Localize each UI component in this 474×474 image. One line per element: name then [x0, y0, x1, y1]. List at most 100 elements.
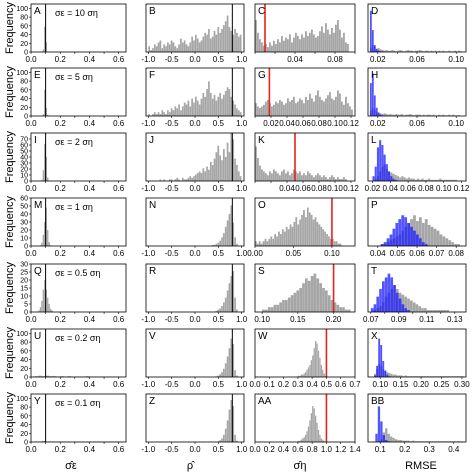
panel-frame	[30, 3, 127, 53]
panel-frame	[367, 3, 467, 53]
panel-annotation: σε = 2 ση	[55, 137, 93, 147]
histogram-bar	[342, 307, 345, 312]
histogram-bar	[337, 20, 339, 52]
histogram-bar	[181, 177, 184, 181]
x-tick-label: 0.0	[189, 55, 201, 64]
x-tick-label: 0.08	[448, 249, 464, 258]
histogram-bar	[265, 44, 267, 52]
x-tick-label: 0.8	[307, 445, 319, 454]
histogram-bar	[345, 42, 347, 52]
histogram-overlay-bar	[401, 215, 405, 246]
histogram-bar	[315, 95, 317, 116]
histogram-bar	[333, 177, 335, 181]
histogram-bar	[339, 179, 341, 181]
histogram-bar	[307, 36, 309, 52]
histogram-bar	[224, 226, 227, 246]
histogram-overlay-bar	[424, 244, 428, 246]
histogram-bar	[42, 114, 45, 116]
x-tick-label: 0.7	[349, 380, 361, 389]
histogram-bar	[322, 439, 324, 442]
histogram-bar	[261, 169, 263, 181]
histogram-bar	[45, 207, 47, 246]
x-tick-label: 0.4	[84, 249, 96, 258]
histogram-bar	[185, 44, 188, 52]
x-tick-label: 0.10	[327, 184, 343, 193]
histogram-bar	[387, 50, 390, 52]
panel-letter: BB	[371, 396, 385, 407]
x-tick-label: 1.0	[321, 445, 333, 454]
histogram-bar	[202, 168, 205, 181]
histogram-bar	[200, 40, 203, 52]
x-tick-label: 0.07	[429, 249, 445, 258]
histogram-bar	[215, 243, 218, 246]
y-tick-label: 60	[20, 413, 28, 420]
histogram-bar	[266, 241, 269, 246]
histogram-bar	[448, 240, 452, 246]
histogram-overlay-bar	[375, 49, 378, 52]
histogram-bar	[178, 179, 180, 181]
histogram-bar	[165, 114, 167, 116]
histogram-bar	[399, 114, 402, 116]
histogram-overlay-bar	[372, 176, 375, 181]
x-tick-label: 0.05	[390, 249, 406, 258]
y-tick-label: 60	[20, 196, 28, 203]
bottom-label-sigma-epsilon: σ̂ε	[65, 460, 77, 472]
histogram-overlay-bar	[404, 217, 408, 246]
histogram-bar	[310, 413, 312, 442]
histogram-bar	[309, 173, 311, 181]
histogram-bar	[45, 42, 47, 52]
histogram-overlay-bar	[410, 226, 413, 246]
histogram-bar	[85, 376, 90, 377]
histogram-bar	[208, 169, 210, 181]
histogram-bar	[297, 224, 300, 246]
histogram-bar	[257, 157, 259, 181]
x-tick-label: 0.0	[189, 445, 201, 454]
histogram-bar	[159, 40, 162, 52]
x-tick-label: 0.5	[213, 184, 225, 193]
histogram-bar	[302, 374, 304, 377]
histogram-bar	[317, 36, 319, 52]
histogram-bar	[267, 307, 271, 312]
x-tick-label: 0.0	[189, 315, 201, 324]
histogram-bar	[319, 283, 322, 312]
panel-frame	[367, 132, 467, 182]
histogram-bar	[291, 42, 293, 52]
histogram-bar	[211, 165, 214, 181]
panel-g: G 0.02 0.04 0.06 0.08 0.10 0.12	[254, 67, 359, 128]
histogram-bar	[323, 440, 325, 442]
histogram-bar	[343, 32, 345, 52]
histogram-bar	[445, 238, 449, 246]
x-tick-label: 0.6	[292, 445, 304, 454]
histogram-bar	[307, 100, 309, 116]
y-tick-label: 40	[20, 357, 28, 364]
histogram-bar	[223, 149, 225, 181]
histogram-bar	[268, 238, 271, 246]
histogram-bar	[312, 355, 314, 377]
histogram-bar	[256, 243, 259, 246]
histogram-bar	[44, 26, 46, 52]
y-tick-label: 0	[24, 114, 28, 121]
histogram-bar	[236, 108, 238, 116]
histogram-bar	[189, 42, 192, 52]
histogram-bar	[219, 155, 221, 181]
x-tick-label: 1.0	[236, 445, 248, 454]
histogram-bar	[152, 48, 154, 52]
x-tick-label: 0.0	[189, 119, 201, 128]
histogram-bar	[49, 376, 53, 377]
panel-frame	[254, 132, 356, 182]
histogram-bar	[325, 177, 327, 181]
y-tick-label: 100	[16, 396, 28, 403]
x-tick-label: 0.2	[278, 380, 290, 389]
panel-annotation: σε = 1 ση	[55, 202, 93, 212]
histogram-bar	[193, 40, 195, 52]
histogram-overlay-bar	[404, 308, 408, 312]
histogram-bar	[417, 50, 419, 52]
histogram-bar	[325, 290, 328, 312]
histogram-bar	[285, 173, 287, 181]
histogram-bar	[299, 219, 302, 246]
histogram-bar	[311, 98, 313, 116]
x-tick-label: -0.5	[165, 315, 179, 324]
histogram-bar	[183, 40, 186, 52]
histogram-bar	[209, 92, 212, 116]
